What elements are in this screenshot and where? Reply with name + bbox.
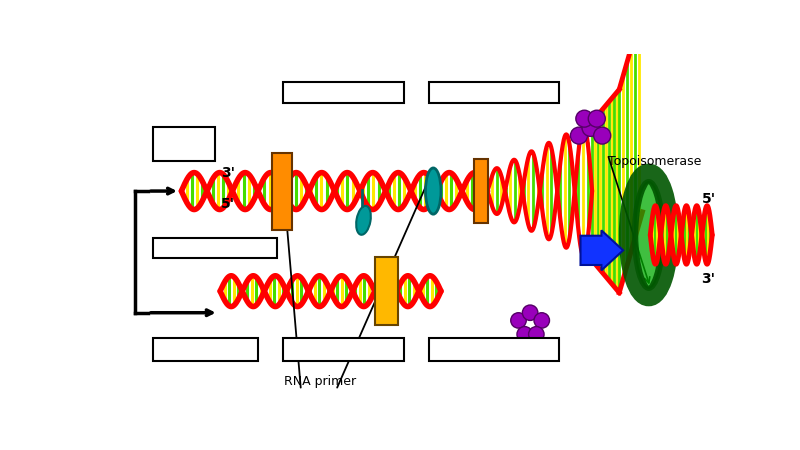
Text: 5': 5' <box>702 192 715 206</box>
Circle shape <box>570 127 587 144</box>
Ellipse shape <box>426 168 441 214</box>
Circle shape <box>529 327 544 342</box>
FancyArrow shape <box>581 230 623 270</box>
FancyBboxPatch shape <box>474 159 488 223</box>
Text: 5': 5' <box>221 197 235 211</box>
Circle shape <box>594 127 610 144</box>
FancyBboxPatch shape <box>429 82 558 103</box>
FancyBboxPatch shape <box>153 338 258 360</box>
Circle shape <box>588 110 606 127</box>
FancyBboxPatch shape <box>153 127 214 162</box>
Circle shape <box>576 110 593 127</box>
Circle shape <box>517 327 533 342</box>
Ellipse shape <box>356 206 371 235</box>
Circle shape <box>522 305 538 320</box>
Ellipse shape <box>634 181 663 289</box>
FancyBboxPatch shape <box>283 82 404 103</box>
Text: RNA primer: RNA primer <box>284 375 356 388</box>
FancyBboxPatch shape <box>283 338 404 360</box>
Circle shape <box>582 119 599 136</box>
FancyBboxPatch shape <box>375 257 398 325</box>
Text: Topoisomerase: Topoisomerase <box>609 155 702 168</box>
FancyBboxPatch shape <box>153 238 277 258</box>
FancyBboxPatch shape <box>272 153 292 230</box>
Text: 3': 3' <box>221 166 235 180</box>
Circle shape <box>534 313 550 328</box>
Text: 3': 3' <box>702 272 715 286</box>
FancyBboxPatch shape <box>429 338 558 360</box>
Circle shape <box>510 313 526 328</box>
